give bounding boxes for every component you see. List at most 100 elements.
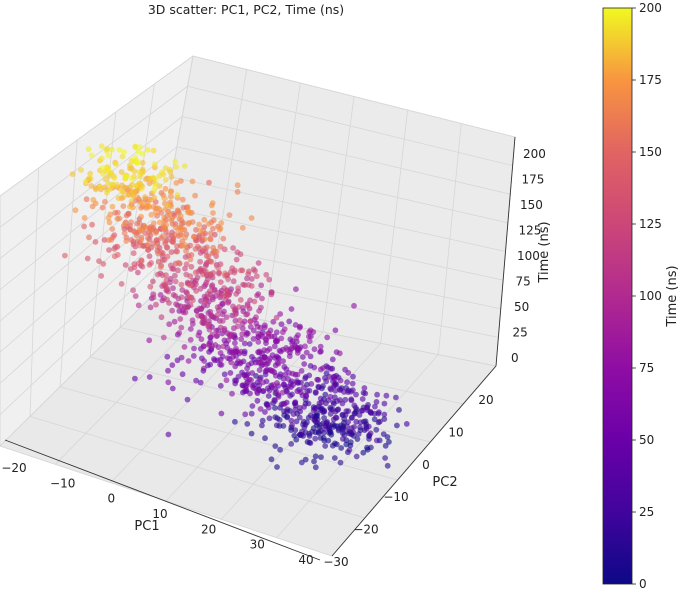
scatter-point xyxy=(153,301,159,308)
scatter-point xyxy=(132,144,139,151)
scatter-point xyxy=(248,276,255,282)
scatter-point xyxy=(142,176,149,183)
scatter-point xyxy=(235,285,242,291)
grid-line xyxy=(0,267,156,416)
scatter-point xyxy=(324,334,331,341)
scatter-point xyxy=(222,270,229,277)
scatter-point xyxy=(194,243,201,250)
scatter-point xyxy=(269,352,276,358)
scatter-point xyxy=(318,454,324,460)
scatter-point xyxy=(353,418,360,425)
scatter-point xyxy=(186,294,193,300)
scatter-point xyxy=(377,418,383,425)
grid-line xyxy=(192,55,516,138)
scatter-point xyxy=(260,379,266,386)
scatter-point xyxy=(217,279,224,285)
scatter-point xyxy=(337,377,344,384)
scatter-point xyxy=(278,321,285,328)
scatter-point xyxy=(317,435,324,441)
scatter-point xyxy=(150,220,157,227)
scatter-point xyxy=(208,202,215,209)
scatter-point xyxy=(270,318,277,325)
scatter-point xyxy=(272,405,278,411)
data-points xyxy=(62,143,410,471)
scatter-point xyxy=(258,304,264,311)
scatter-point xyxy=(154,271,161,278)
scatter-point xyxy=(92,239,99,245)
scatter-point xyxy=(218,292,224,299)
scatter-point xyxy=(202,299,209,305)
colorbar-tick-label: 100 xyxy=(639,289,662,303)
scatter-point xyxy=(102,198,108,205)
scatter-point xyxy=(288,384,294,390)
scatter-point xyxy=(248,410,255,417)
scatter-point xyxy=(92,186,99,193)
pc1-axis-line xyxy=(4,439,321,561)
scatter-point xyxy=(300,354,306,360)
scatter-point xyxy=(155,250,161,257)
scatter-point xyxy=(264,401,271,408)
scatter-point xyxy=(280,376,287,382)
scatter-point xyxy=(171,318,178,325)
scatter-point xyxy=(164,353,171,360)
scatter-point xyxy=(132,293,139,299)
scatter-point xyxy=(187,242,194,249)
scatter-point xyxy=(128,219,135,226)
scatter-point xyxy=(373,437,380,444)
scatter-point xyxy=(348,430,354,436)
scatter-point xyxy=(302,343,308,350)
scatter-point xyxy=(298,459,305,466)
time-tick-label: 75 xyxy=(516,275,531,289)
scatter-point xyxy=(121,230,128,237)
scatter-point xyxy=(98,273,105,279)
axes-panes xyxy=(0,55,516,557)
scatter-point xyxy=(197,250,204,256)
scatter-point xyxy=(396,407,402,413)
scatter-point xyxy=(380,431,387,437)
scatter-point xyxy=(239,325,246,332)
pc1-tick-label: 40 xyxy=(298,553,313,567)
scatter-point xyxy=(322,443,329,449)
scatter-point xyxy=(223,293,230,300)
scatter-point xyxy=(258,282,265,289)
scatter-point xyxy=(301,361,308,367)
scatter-point xyxy=(175,226,182,233)
scatter-point xyxy=(290,411,297,417)
scatter-point xyxy=(206,179,212,186)
scatter-point xyxy=(204,290,211,297)
scatter-point xyxy=(133,233,140,239)
scatter-point xyxy=(372,403,378,410)
scatter-point xyxy=(89,221,95,228)
scatter-point xyxy=(149,225,155,232)
scatter-point xyxy=(122,262,129,268)
scatter-point xyxy=(172,158,179,165)
scatter-point xyxy=(250,266,257,273)
scatter-point xyxy=(174,243,180,250)
scatter-point xyxy=(226,212,233,219)
scatter-point xyxy=(316,400,323,407)
scatter-point xyxy=(200,343,207,349)
scatter-point xyxy=(167,262,174,269)
scatter-point xyxy=(244,303,251,309)
scatter-point xyxy=(215,265,222,271)
scatter-point xyxy=(329,406,336,413)
scatter-point xyxy=(188,252,195,258)
scatter-point xyxy=(109,181,116,188)
scatter-point xyxy=(250,336,257,342)
scatter-point xyxy=(190,353,197,359)
pc2-tick-label: −30 xyxy=(323,555,348,569)
scatter-point xyxy=(281,401,288,407)
scatter-point xyxy=(373,399,380,405)
scatter-point xyxy=(237,297,244,303)
scatter-point xyxy=(168,217,175,224)
scatter-point xyxy=(237,267,244,274)
scatter-point xyxy=(187,336,194,343)
scatter-point xyxy=(175,259,182,266)
scatter-point xyxy=(357,424,363,431)
scatter-point xyxy=(345,408,352,414)
scatter-point xyxy=(303,349,310,356)
scatter-point xyxy=(148,260,155,266)
scatter-point xyxy=(294,371,301,378)
scatter-point xyxy=(111,253,118,260)
scatter-point xyxy=(240,372,247,378)
